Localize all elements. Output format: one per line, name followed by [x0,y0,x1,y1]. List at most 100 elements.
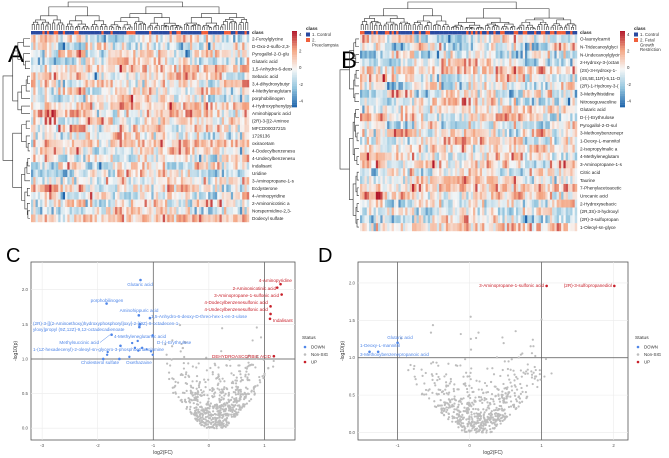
heatmap-cell [130,87,134,96]
heatmap-cell [176,35,179,43]
heatmap-cell [421,199,424,208]
heatmap-cell [522,82,526,91]
heatmap-cell [37,79,41,88]
class-bar-cell [85,31,88,35]
heatmap-cell [112,214,116,223]
heatmap-cell [549,176,553,185]
heatmap-cell [448,121,451,130]
heatmap-cell [246,154,250,163]
colorbar-segment [292,46,297,48]
heatmap-cell [228,207,232,215]
heatmap-cell [454,144,458,153]
dendrogram-branch [147,26,151,30]
heatmap-cell [69,87,73,96]
class-bar-cell [364,31,367,35]
heatmap-cell [96,139,100,148]
heatmap-cell [405,74,408,83]
heatmap-cell [115,162,118,170]
heatmap-cell [244,154,247,163]
dendrogram-branch [375,22,381,26]
heatmap-cell [488,176,492,185]
heatmap-cell [423,58,426,67]
heatmap-cell [203,117,207,125]
heatmap-cell [67,199,70,208]
heatmap-cell [74,102,77,110]
heatmap-cell [203,154,207,163]
heatmap-cell [497,74,501,83]
row-label: (4S,5E,11R)-5,11-O [580,76,621,81]
heatmap-cell [445,50,449,59]
class-bar-cell [405,31,408,35]
heatmap-cell [160,154,163,163]
heatmap-cell [409,89,413,98]
heatmap-cell [35,132,39,140]
heatmap-cell [162,64,166,73]
heatmap-cell [178,49,182,58]
heatmap-cell [393,152,397,161]
heatmap-cell [80,109,84,118]
heatmap-cell [486,66,490,75]
heatmap-cell [121,132,125,140]
dendrogram-branch [201,13,238,18]
heatmap-cell [203,169,207,178]
heatmap-cell [176,102,179,110]
heatmap-cell [146,169,150,178]
heatmap-cell [192,147,195,155]
heatmap-cell [201,102,204,110]
heatmap-cell [167,49,170,58]
heatmap-cell [237,117,241,125]
class-bar-cell [115,31,118,35]
class-bar-cell [130,31,134,35]
heatmap-cell [142,94,145,103]
heatmap-cell [226,64,229,73]
heatmap-cell [121,124,125,133]
heatmap-cell [360,136,363,145]
heatmap-cell [421,89,424,98]
heatmap-cell [149,207,152,215]
heatmap-cell [567,136,571,145]
heatmap-cell [62,177,66,185]
heatmap-cell [31,207,34,215]
heatmap-cell [187,42,191,51]
heatmap-cell [246,139,250,148]
heatmap-cell [364,144,367,153]
heatmap-cell [364,199,367,208]
heatmap-cell [563,58,566,67]
heatmap-cell [407,176,410,185]
heatmap-cell [221,49,225,58]
heatmap-cell [366,74,370,83]
heatmap-cell [387,199,390,208]
heatmap-cell [124,87,127,96]
dendrogram-branch [26,161,30,174]
heatmap-cell [37,199,41,208]
dendrogram-branch [389,18,405,23]
heatmap-cell [203,42,207,51]
heatmap-cell [432,160,435,169]
heatmap-cell [128,35,132,43]
heatmap-cell [210,124,213,133]
heatmap-cell [110,109,113,118]
heatmap-cell [411,183,415,192]
heatmap-cell [53,207,57,215]
heatmap-cell [513,105,517,114]
heatmap-cell [158,102,161,110]
heatmap-cell [506,121,510,130]
heatmap-cell [470,66,474,75]
heatmap-cell [78,64,82,73]
heatmap-cell [67,109,70,118]
class-bar-cell [99,31,102,35]
heatmap-cell [423,191,426,200]
heatmap-cell [463,121,467,130]
heatmap-cell [556,144,560,153]
heatmap-cell [192,184,195,193]
heatmap-cell [445,105,449,114]
dendrogram-branch [505,27,509,30]
heatmap-cell [554,50,557,59]
heatmap-cell [504,35,508,44]
heatmap-cell [117,154,120,163]
class-bar-cell [135,31,138,35]
heatmap-cell [477,74,481,83]
heatmap-cell [58,109,61,118]
heatmap-cell [169,199,172,208]
heatmap-cell [60,177,63,185]
